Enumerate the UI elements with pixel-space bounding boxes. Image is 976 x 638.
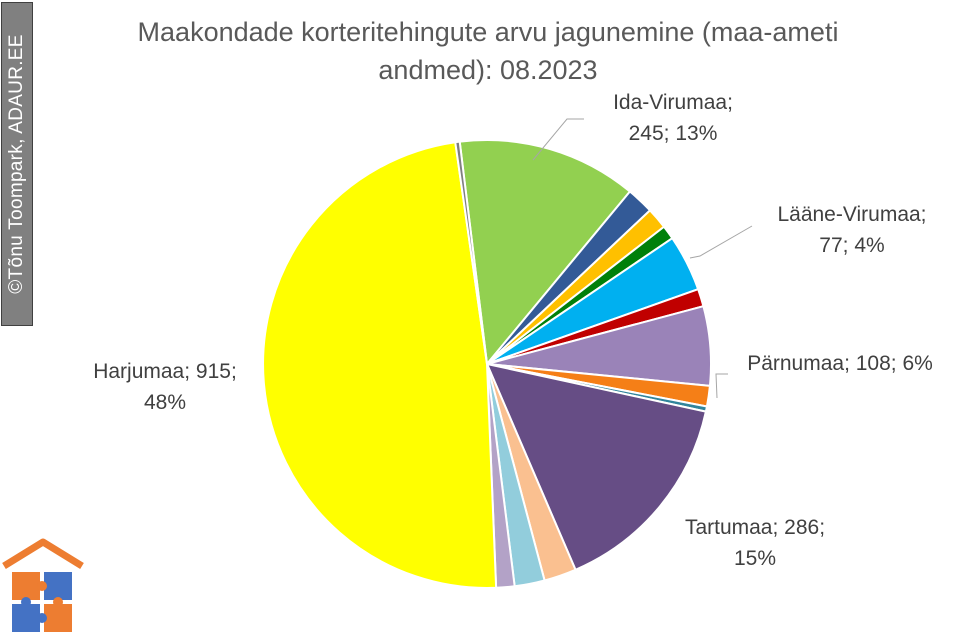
pie-slice-14 — [454, 140, 488, 365]
data-label-line: 245; 13% — [628, 122, 718, 145]
data-label-line: Pärnumaa; 108; 6% — [747, 352, 933, 375]
data-label-line: Ida-Virumaa; — [613, 91, 733, 114]
data-label-line: Tartumaa; 286; — [684, 516, 826, 539]
pie-slice-9 — [486, 363, 707, 571]
leader-line-parnumaa — [715, 373, 728, 399]
data-label-tartumaa: Tartumaa; 286; 15% — [660, 512, 850, 574]
chart-title-line-2: andmed): 08.2023 — [378, 55, 598, 85]
copyright-text: ©Tõnu Toompark, ADAUR.EE — [6, 34, 27, 294]
data-label-line: Harjumaa; 915; — [93, 360, 237, 383]
data-label-harjumaa: Harjumaa; 915; 48% — [60, 356, 270, 418]
pie-slice-13 — [262, 141, 498, 589]
data-label-line: Lääne-Virumaa; — [777, 203, 927, 226]
leader-line-ida-virumaa — [532, 118, 584, 161]
leader-line-laane-virumaa — [689, 225, 753, 259]
pie-slices — [262, 139, 713, 589]
data-label-line: 77; 4% — [819, 234, 885, 257]
data-label-line: 48% — [143, 391, 187, 414]
pie-slice-0 — [458, 139, 631, 365]
chart-title-line-1: Maakondade korteritehingute arvu jagunem… — [137, 17, 839, 47]
data-label-ida-virumaa: Ida-Virumaa; 245; 13% — [588, 87, 758, 149]
data-label-parnumaa: Pärnumaa; 108; 6% — [730, 348, 950, 379]
data-label-line: 15% — [733, 547, 777, 570]
copyright-watermark: ©Tõnu Toompark, ADAUR.EE — [1, 2, 33, 326]
house-puzzle-logo-icon — [2, 538, 84, 632]
data-label-laane-virumaa: Lääne-Virumaa; 77; 4% — [752, 199, 952, 261]
leader-lines — [532, 118, 753, 399]
